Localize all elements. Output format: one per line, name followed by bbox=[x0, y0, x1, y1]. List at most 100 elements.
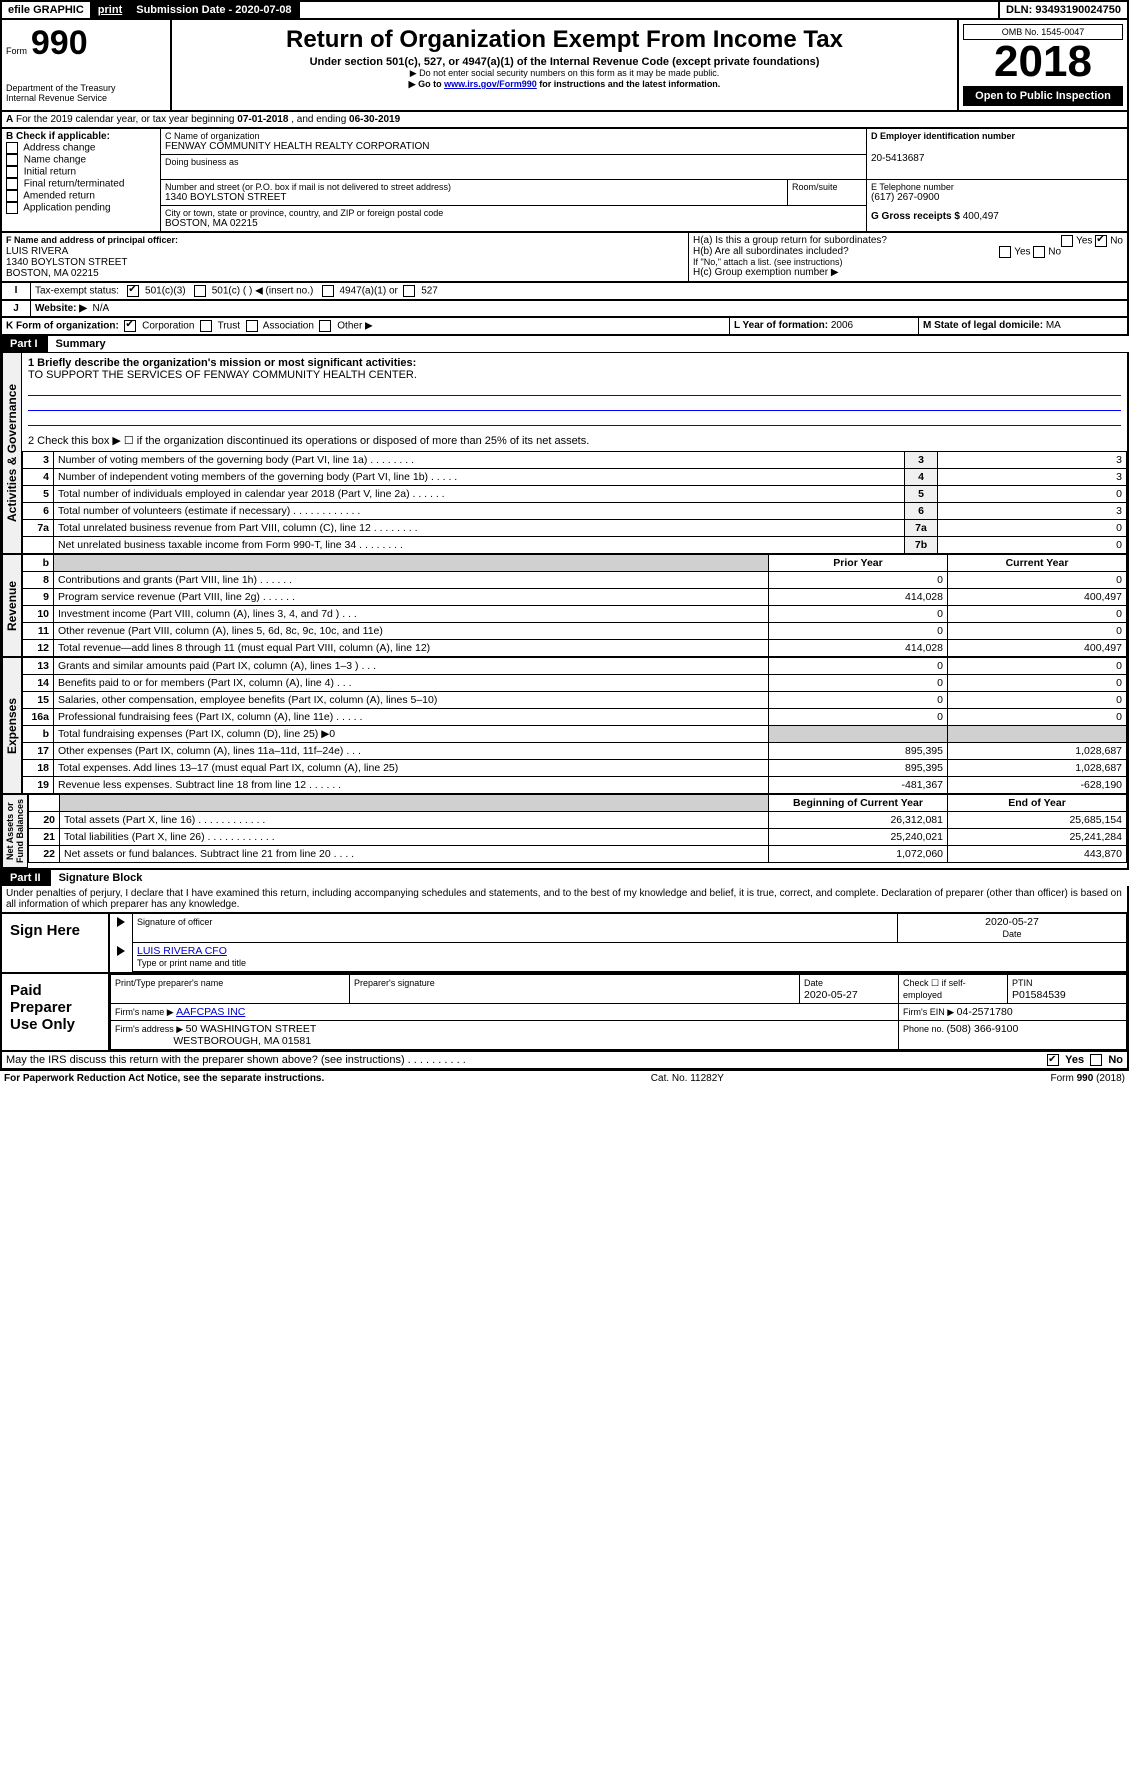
line-klm: K Form of organization: Corporation Trus… bbox=[0, 318, 1129, 336]
firm-name[interactable]: AAFCPAS INC bbox=[176, 1006, 245, 1018]
submission-date: Submission Date - 2020-07-08 bbox=[130, 2, 299, 18]
efile-label: efile GRAPHIC bbox=[2, 2, 92, 18]
q2-label: 2 Check this box ▶ ☐ if the organization… bbox=[22, 430, 1127, 451]
table-row: 9Program service revenue (Part VIII, lin… bbox=[23, 589, 1127, 606]
expenses-section: Expenses 13Grants and similar amounts pa… bbox=[0, 657, 1129, 794]
form-title: Return of Organization Exempt From Incom… bbox=[178, 26, 951, 54]
h-b-note: If "No," attach a list. (see instruction… bbox=[693, 257, 1123, 267]
check-item[interactable]: Final return/terminated bbox=[6, 178, 156, 190]
officer-label: F Name and address of principal officer: bbox=[6, 235, 178, 245]
part1-header: Part I Summary bbox=[0, 336, 1129, 352]
city-label: City or town, state or province, country… bbox=[165, 208, 862, 218]
table-row: 16aProfessional fundraising fees (Part I… bbox=[23, 709, 1127, 726]
chk-501c3[interactable] bbox=[127, 285, 139, 297]
discuss-line: May the IRS discuss this return with the… bbox=[0, 1052, 1129, 1070]
line-j: J Website: ▶ N/A bbox=[0, 301, 1129, 318]
check-item[interactable]: Initial return bbox=[6, 166, 156, 178]
note-ssn: ▶ Do not enter social security numbers o… bbox=[178, 68, 951, 79]
note-goto: ▶ Go to www.irs.gov/Form990 for instruct… bbox=[178, 79, 951, 90]
expenses-table: 13Grants and similar amounts paid (Part … bbox=[22, 657, 1127, 794]
revenue-table: bPrior YearCurrent Year8Contributions an… bbox=[22, 554, 1127, 657]
print-button[interactable]: print bbox=[92, 2, 130, 18]
q1-label: 1 Briefly describe the organization's mi… bbox=[28, 357, 416, 369]
table-row: bTotal fundraising expenses (Part IX, co… bbox=[23, 726, 1127, 743]
firm-addr1: 50 WASHINGTON STREET bbox=[186, 1023, 317, 1035]
org-name-label: C Name of organization bbox=[165, 131, 862, 141]
table-row: 15Salaries, other compensation, employee… bbox=[23, 692, 1127, 709]
table-row: 5Total number of individuals employed in… bbox=[23, 486, 1127, 503]
netassets-section: Net Assets orFund Balances Beginning of … bbox=[0, 794, 1129, 870]
table-row: 19Revenue less expenses. Subtract line 1… bbox=[23, 777, 1127, 794]
arrow-icon bbox=[117, 917, 125, 927]
firm-addr2: WESTBOROUGH, MA 01581 bbox=[173, 1035, 311, 1047]
entity-block: B Check if applicable: Address change Na… bbox=[0, 129, 1129, 233]
table-row: 14Benefits paid to or for members (Part … bbox=[23, 675, 1127, 692]
ein-label: D Employer identification number bbox=[871, 131, 1015, 141]
table-row: 3Number of voting members of the governi… bbox=[23, 452, 1127, 469]
form-header: Form 990 Department of the Treasury Inte… bbox=[0, 20, 1129, 112]
officer-group-block: F Name and address of principal officer:… bbox=[0, 233, 1129, 283]
table-row: 13Grants and similar amounts paid (Part … bbox=[23, 658, 1127, 675]
chk-trust[interactable] bbox=[200, 320, 212, 332]
dba-label: Doing business as bbox=[165, 157, 862, 167]
gross-receipts: G Gross receipts $ 400,497 bbox=[871, 211, 1123, 222]
arrow-icon bbox=[117, 946, 125, 956]
part2-header: Part II Signature Block bbox=[0, 870, 1129, 886]
street: 1340 BOYLSTON STREET bbox=[165, 192, 783, 203]
activities-governance: Activities & Governance 1 Briefly descri… bbox=[0, 352, 1129, 554]
chk-corp[interactable] bbox=[124, 320, 136, 332]
line-i: I Tax-exempt status: 501(c)(3) 501(c) ( … bbox=[0, 283, 1129, 301]
inspection-badge: Open to Public Inspection bbox=[963, 86, 1123, 106]
officer-city: BOSTON, MA 02215 bbox=[6, 268, 99, 279]
year-formation: 2006 bbox=[831, 320, 853, 331]
table-row: Net unrelated business taxable income fr… bbox=[23, 537, 1127, 554]
table-row: 18Total expenses. Add lines 13–17 (must … bbox=[23, 760, 1127, 777]
footer: For Paperwork Reduction Act Notice, see … bbox=[0, 1070, 1129, 1086]
table-row: 4Number of independent voting members of… bbox=[23, 469, 1127, 486]
check-item[interactable]: Amended return bbox=[6, 190, 156, 202]
firm-phone: (508) 366-9100 bbox=[947, 1023, 1019, 1035]
chk-501c[interactable] bbox=[194, 285, 206, 297]
irs-link[interactable]: www.irs.gov/Form990 bbox=[444, 79, 537, 89]
table-row: 11Other revenue (Part VIII, column (A), … bbox=[23, 623, 1127, 640]
dept-treasury: Department of the Treasury bbox=[6, 83, 166, 93]
top-bar: efile GRAPHIC print Submission Date - 20… bbox=[0, 0, 1129, 20]
table-row: 6Total number of volunteers (estimate if… bbox=[23, 503, 1127, 520]
org-name: FENWAY COMMUNITY HEALTH REALTY CORPORATI… bbox=[165, 141, 862, 152]
officer-name: LUIS RIVERA bbox=[6, 246, 68, 257]
city-state-zip: BOSTON, MA 02215 bbox=[165, 218, 862, 229]
table-row: 22Net assets or fund balances. Subtract … bbox=[29, 846, 1127, 863]
check-item[interactable]: Address change bbox=[6, 142, 156, 154]
check-applicable-label: B Check if applicable: bbox=[6, 131, 110, 142]
table-row: 12Total revenue—add lines 8 through 11 (… bbox=[23, 640, 1127, 657]
street-label: Number and street (or P.O. box if mail i… bbox=[165, 182, 783, 192]
website: N/A bbox=[93, 303, 110, 314]
chk-assoc[interactable] bbox=[246, 320, 258, 332]
check-item[interactable]: Application pending bbox=[6, 202, 156, 214]
chk-527[interactable] bbox=[403, 285, 415, 297]
officer-street: 1340 BOYLSTON STREET bbox=[6, 257, 128, 268]
table-row: 21Total liabilities (Part X, line 26) . … bbox=[29, 829, 1127, 846]
netassets-table: Beginning of Current YearEnd of Year20To… bbox=[28, 794, 1127, 863]
officer-signed[interactable]: LUIS RIVERA CFO bbox=[137, 945, 227, 957]
ein: 20-5413687 bbox=[871, 153, 924, 164]
form-number: Form 990 bbox=[6, 24, 166, 63]
ptin: P01584539 bbox=[1012, 989, 1066, 1001]
irs-label: Internal Revenue Service bbox=[6, 93, 166, 103]
state-domicile: MA bbox=[1046, 320, 1061, 331]
phone: (617) 267-0900 bbox=[871, 192, 1123, 203]
table-row: 8Contributions and grants (Part VIII, li… bbox=[23, 572, 1127, 589]
mission-text: TO SUPPORT THE SERVICES OF FENWAY COMMUN… bbox=[28, 369, 417, 381]
chk-4947[interactable] bbox=[322, 285, 334, 297]
h-b: H(b) Are all subordinates included? Yes … bbox=[693, 246, 1123, 257]
firm-ein: 04-2571780 bbox=[957, 1006, 1013, 1018]
perjury-declaration: Under penalties of perjury, I declare th… bbox=[0, 886, 1129, 914]
chk-other[interactable] bbox=[319, 320, 331, 332]
chk-discuss-yes[interactable] bbox=[1047, 1054, 1059, 1066]
paid-preparer-block: Paid Preparer Use Only Print/Type prepar… bbox=[0, 974, 1129, 1052]
check-item[interactable]: Name change bbox=[6, 154, 156, 166]
dln: DLN: 93493190024750 bbox=[998, 2, 1127, 18]
governance-table: 3Number of voting members of the governi… bbox=[22, 451, 1127, 554]
chk-discuss-no[interactable] bbox=[1090, 1054, 1102, 1066]
phone-label: E Telephone number bbox=[871, 182, 1123, 192]
